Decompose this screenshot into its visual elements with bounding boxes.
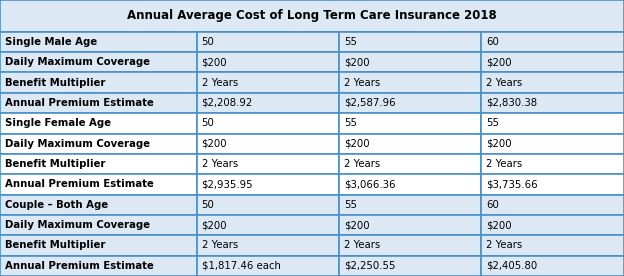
Bar [339,235,481,256]
Bar [481,235,624,256]
Text: Annual Premium Estimate: Annual Premium Estimate [5,261,154,271]
Text: Annual Average Cost of Long Term Care Insurance 2018: Annual Average Cost of Long Term Care In… [127,9,497,22]
Text: Daily Maximum Coverage: Daily Maximum Coverage [5,57,150,67]
Text: Daily Maximum Coverage: Daily Maximum Coverage [5,139,150,149]
Text: $200: $200 [202,57,227,67]
Text: $3,066.36: $3,066.36 [344,179,396,189]
Bar [339,195,481,215]
Text: $2,250.55: $2,250.55 [344,261,396,271]
Text: $200: $200 [486,139,512,149]
Bar [339,32,481,52]
Bar [197,93,339,113]
Bar [197,113,339,134]
Text: Annual Premium Estimate: Annual Premium Estimate [5,179,154,189]
Text: Benefit Multiplier: Benefit Multiplier [5,159,105,169]
Text: 55: 55 [486,118,499,128]
Text: $2,208.92: $2,208.92 [202,98,253,108]
Bar [197,32,339,52]
Bar [481,72,624,93]
Text: $200: $200 [344,57,369,67]
Bar [0,72,197,93]
Text: Benefit Multiplier: Benefit Multiplier [5,240,105,250]
Bar [481,195,624,215]
Bar [197,134,339,154]
Text: 50: 50 [202,200,215,210]
Bar [197,195,339,215]
Bar [339,113,481,134]
Text: $2,830.38: $2,830.38 [486,98,537,108]
Text: 50: 50 [202,118,215,128]
Bar [0,154,197,174]
Bar [0,32,197,52]
Bar [481,134,624,154]
Text: $2,405.80: $2,405.80 [486,261,537,271]
Bar [339,174,481,195]
Text: Benefit Multiplier: Benefit Multiplier [5,78,105,87]
Text: 55: 55 [344,118,357,128]
Text: $200: $200 [344,139,369,149]
Text: 2 Years: 2 Years [202,159,238,169]
Bar [0,235,197,256]
Bar [0,113,197,134]
Bar [481,52,624,72]
Text: $1,817.46 each: $1,817.46 each [202,261,280,271]
Text: 60: 60 [486,37,499,47]
Text: $2,587.96: $2,587.96 [344,98,396,108]
Text: Single Male Age: Single Male Age [5,37,97,47]
Text: 2 Years: 2 Years [344,240,380,250]
Text: 2 Years: 2 Years [202,240,238,250]
Bar [481,113,624,134]
Bar [339,72,481,93]
Bar [339,134,481,154]
Text: $200: $200 [202,139,227,149]
Bar [481,256,624,276]
Text: 2 Years: 2 Years [344,159,380,169]
Text: $2,935.95: $2,935.95 [202,179,253,189]
Text: $200: $200 [344,220,369,230]
Bar [197,52,339,72]
Bar [0,215,197,235]
Text: 2 Years: 2 Years [486,240,522,250]
Text: Daily Maximum Coverage: Daily Maximum Coverage [5,220,150,230]
Bar [197,72,339,93]
Bar [0,52,197,72]
Text: 55: 55 [344,37,357,47]
Bar [197,256,339,276]
Bar [481,93,624,113]
Bar [0,256,197,276]
Text: 50: 50 [202,37,215,47]
Bar [481,32,624,52]
Bar [0,93,197,113]
Bar [0,195,197,215]
Bar [197,235,339,256]
Text: $200: $200 [486,57,512,67]
Text: $3,735.66: $3,735.66 [486,179,538,189]
Bar [481,174,624,195]
Bar [0,0,624,32]
Bar [197,154,339,174]
Bar [481,215,624,235]
Text: $200: $200 [202,220,227,230]
Bar [197,215,339,235]
Bar [0,134,197,154]
Text: Couple – Both Age: Couple – Both Age [5,200,108,210]
Bar [339,256,481,276]
Bar [339,93,481,113]
Text: 2 Years: 2 Years [344,78,380,87]
Bar [197,174,339,195]
Bar [339,215,481,235]
Text: 2 Years: 2 Years [486,78,522,87]
Text: Annual Premium Estimate: Annual Premium Estimate [5,98,154,108]
Bar [0,174,197,195]
Bar [481,154,624,174]
Text: 2 Years: 2 Years [486,159,522,169]
Text: 60: 60 [486,200,499,210]
Text: 55: 55 [344,200,357,210]
Bar [339,154,481,174]
Text: $200: $200 [486,220,512,230]
Text: Single Female Age: Single Female Age [5,118,111,128]
Text: 2 Years: 2 Years [202,78,238,87]
Bar [339,52,481,72]
